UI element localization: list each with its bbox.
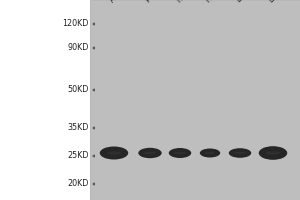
Text: 35KD: 35KD <box>67 123 88 132</box>
Ellipse shape <box>107 151 121 155</box>
Text: 20KD: 20KD <box>67 180 88 188</box>
Text: Hela: Hela <box>204 0 222 4</box>
Text: NIH/3T3: NIH/3T3 <box>174 0 202 4</box>
Text: 120KD: 120KD <box>62 20 88 28</box>
Text: Liver: Liver <box>267 0 286 4</box>
Ellipse shape <box>100 146 128 160</box>
Text: A549: A549 <box>108 0 128 4</box>
Ellipse shape <box>234 152 246 154</box>
Ellipse shape <box>205 152 215 154</box>
Ellipse shape <box>200 148 220 158</box>
Bar <box>90 0 300 200</box>
Text: 50KD: 50KD <box>67 85 88 94</box>
Ellipse shape <box>259 146 287 160</box>
Ellipse shape <box>144 152 156 154</box>
Ellipse shape <box>169 148 191 158</box>
Ellipse shape <box>229 148 251 158</box>
Ellipse shape <box>174 152 186 154</box>
Ellipse shape <box>138 148 162 158</box>
Text: 90KD: 90KD <box>67 44 88 52</box>
Ellipse shape <box>266 151 280 155</box>
Text: Lung: Lung <box>234 0 253 4</box>
Text: 25KD: 25KD <box>67 152 88 160</box>
Text: PC3: PC3 <box>144 0 160 4</box>
